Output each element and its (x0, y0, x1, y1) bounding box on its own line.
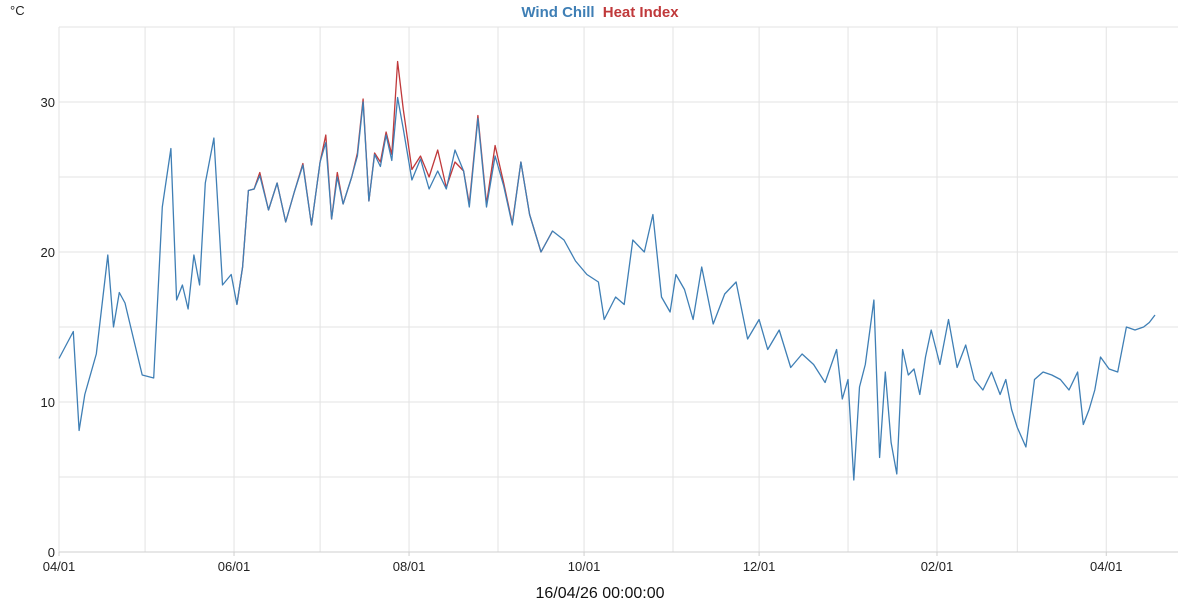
vertical-gridlines (144, 27, 1107, 552)
y-tick-labels: 0 10 20 30 (41, 95, 55, 560)
y-tick-label: 20 (41, 245, 55, 260)
legend-heat-index: Heat Index (603, 4, 680, 21)
y-tick-label: 10 (41, 395, 55, 410)
series-line-wind-chill (58, 96, 1156, 481)
legend-wind-chill: Wind Chill (521, 4, 594, 21)
x-tick-label: 04/01 (1090, 559, 1123, 574)
y-tick-label: 0 (48, 545, 55, 560)
horizontal-gridlines (58, 26, 1178, 552)
x-tick-label: 10/01 (568, 559, 601, 574)
series-line-heat-index (236, 60, 554, 305)
x-tick-label: 02/01 (921, 559, 954, 574)
x-tick-label: 04/01 (43, 559, 76, 574)
series-lines (58, 60, 1156, 481)
y-tick-label: 30 (41, 95, 55, 110)
x-tick-label: 06/01 (218, 559, 251, 574)
legend: Wind Chill Heat Index (521, 4, 679, 21)
footer-timestamp: 16/04/26 00:00:00 (535, 585, 664, 600)
x-tick-labels: 04/01 06/01 08/01 10/01 12/01 02/01 04/01 (43, 552, 1123, 574)
x-tick-label: 08/01 (393, 559, 426, 574)
x-tick-label: 12/01 (743, 559, 776, 574)
y-unit-label: °C (10, 3, 25, 18)
